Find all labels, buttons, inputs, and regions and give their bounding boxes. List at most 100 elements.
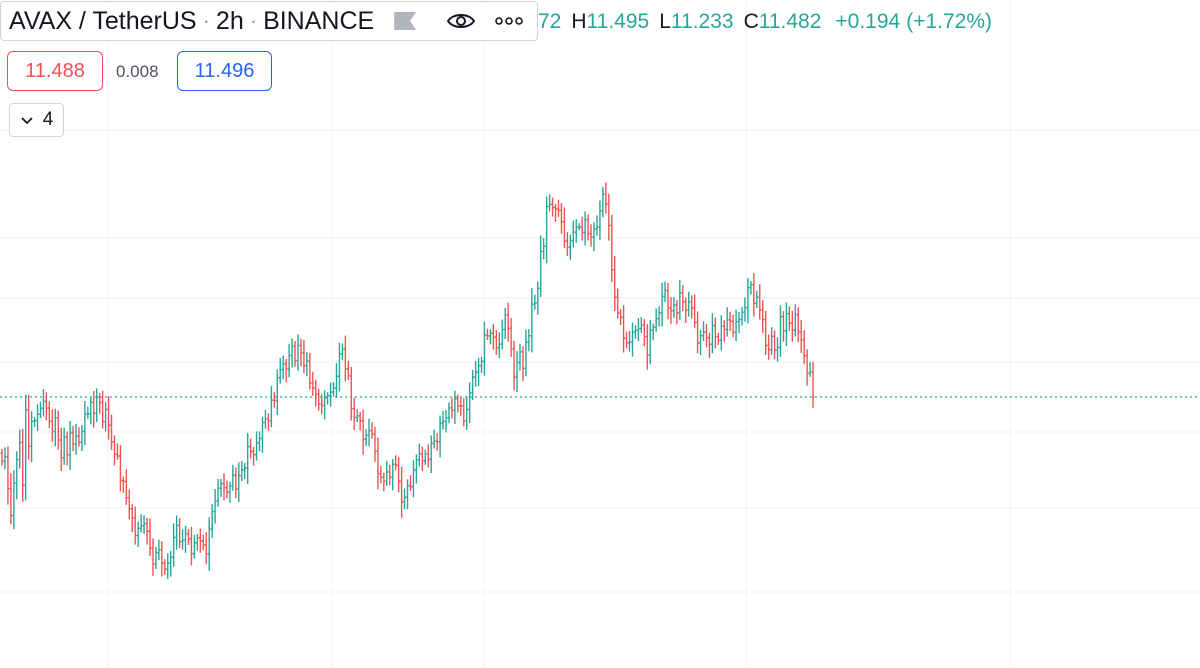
change-percent: (+1.72%): [906, 10, 993, 33]
ohlc-bar: [725, 307, 729, 337]
ohlc-bar: [136, 521, 140, 548]
close-value: 11.482: [758, 10, 822, 33]
ohlc-bar: [687, 291, 691, 317]
ohlc-bar: [281, 355, 285, 380]
ohlc-bar: [332, 382, 335, 397]
ohlc-bar: [0, 448, 4, 466]
ohlc-bar: [394, 455, 398, 471]
ohlc-bar: [512, 340, 516, 391]
ohlc-bar: [722, 320, 726, 342]
buy-price-button[interactable]: 11.496: [177, 51, 272, 91]
chevron-down-icon: [21, 116, 33, 124]
low-label: L: [659, 10, 671, 33]
ohlc-bar: [764, 310, 768, 355]
ohlc-bar: [320, 394, 324, 415]
ohlc-bar: [249, 438, 253, 459]
ohlc-bar: [542, 238, 546, 260]
ohlc-bar: [409, 475, 412, 491]
ohlc-bar: [462, 398, 466, 427]
ohlc-bar: [15, 451, 19, 500]
ohlc-bar: [527, 329, 531, 352]
ohlc-bar: [258, 431, 261, 452]
ohlc-bar: [65, 431, 69, 466]
ohlc-bar: [397, 457, 401, 493]
ohlc-bar: [415, 454, 418, 484]
ohlc-bar: [625, 331, 628, 349]
ohlc-bar: [604, 182, 608, 214]
ohlc-bar: [773, 330, 776, 360]
ohlc-bar: [793, 304, 797, 337]
ohlc-bar: [666, 283, 670, 320]
ohlc-bar: [503, 308, 507, 340]
ohlc-bar: [116, 443, 119, 460]
ohlc-bar: [693, 294, 697, 328]
separator: ·: [249, 8, 258, 33]
ohlc-bar: [53, 408, 57, 447]
ohlc-bar: [690, 295, 694, 319]
ohlc-bar: [290, 338, 294, 368]
ohlc-bar: [222, 473, 226, 501]
ohlc-bar: [358, 411, 362, 431]
ohlc-bar: [524, 329, 528, 377]
ohlc-bar: [166, 553, 170, 579]
ohlc-bar: [299, 338, 303, 367]
ohlc-bar: [477, 357, 480, 386]
symbol-name[interactable]: AVAX / TetherUS: [9, 6, 197, 35]
ohlc-bar: [678, 280, 682, 320]
ohlc-bar: [204, 532, 208, 565]
ohlc-bar: [86, 406, 90, 419]
ohlc-bar: [489, 329, 492, 345]
close-label: C: [743, 10, 759, 33]
ohlc-bar: [364, 429, 368, 447]
ohlc-bar: [548, 194, 551, 212]
ohlc-bar: [264, 409, 267, 429]
ohlc-bar: [329, 382, 332, 407]
ohlc-bar: [799, 320, 803, 353]
more-dots-icon[interactable]: [494, 16, 524, 26]
ohlc-bar: [471, 370, 475, 400]
flag-icon[interactable]: [394, 12, 417, 30]
interval[interactable]: 2h: [215, 6, 244, 35]
ohlc-bar: [486, 328, 489, 340]
indicators-toggle-button[interactable]: 4: [9, 103, 64, 137]
ohlc-bar: [637, 317, 640, 341]
ohlc-bar: [586, 214, 590, 241]
eye-icon[interactable]: [446, 12, 476, 30]
ohlc-bar: [571, 220, 575, 248]
ohlc-bar: [77, 427, 81, 447]
sell-price-button[interactable]: 11.488: [7, 51, 103, 91]
ohlc-bar: [160, 541, 164, 577]
bid-price: 11.488: [25, 59, 85, 82]
ohlc-bar: [6, 446, 10, 505]
ohlc-bar: [568, 234, 572, 261]
ohlc-bar: [216, 479, 220, 507]
ohlc-bar: [755, 290, 759, 309]
ohlc-bar: [261, 416, 264, 453]
ohlc-bar: [355, 409, 359, 423]
ohlc-bar: [231, 464, 235, 491]
ohlc-bar: [9, 473, 13, 525]
ohlc-bar: [68, 420, 72, 471]
ohlc-bar: [382, 472, 386, 492]
ohlc-bar: [284, 358, 288, 383]
ohlc-bar: [119, 445, 122, 492]
ohlc-bar: [308, 352, 312, 390]
ohlc-bar: [400, 466, 403, 518]
ohlc-bar: [474, 361, 477, 387]
symbol-header[interactable]: AVAX / TetherUS · 2h · BINANCE: [0, 1, 538, 41]
ohlc-bar: [619, 309, 623, 325]
ohlc-bar: [483, 321, 486, 376]
ohlc-bar: [648, 320, 652, 365]
high-label: H: [571, 10, 587, 33]
ohlc-bar: [533, 294, 537, 310]
ohlc-bar: [699, 329, 702, 356]
ohlc-bar: [761, 300, 765, 334]
ohlc-bar: [388, 464, 392, 486]
ohlc-bar: [210, 504, 214, 539]
ohlc-bar: [441, 410, 445, 430]
ohlc-bar: [743, 297, 747, 322]
ohlc-bar: [444, 410, 448, 433]
ohlc-bar: [551, 197, 554, 217]
ohlc-bar: [669, 297, 673, 324]
